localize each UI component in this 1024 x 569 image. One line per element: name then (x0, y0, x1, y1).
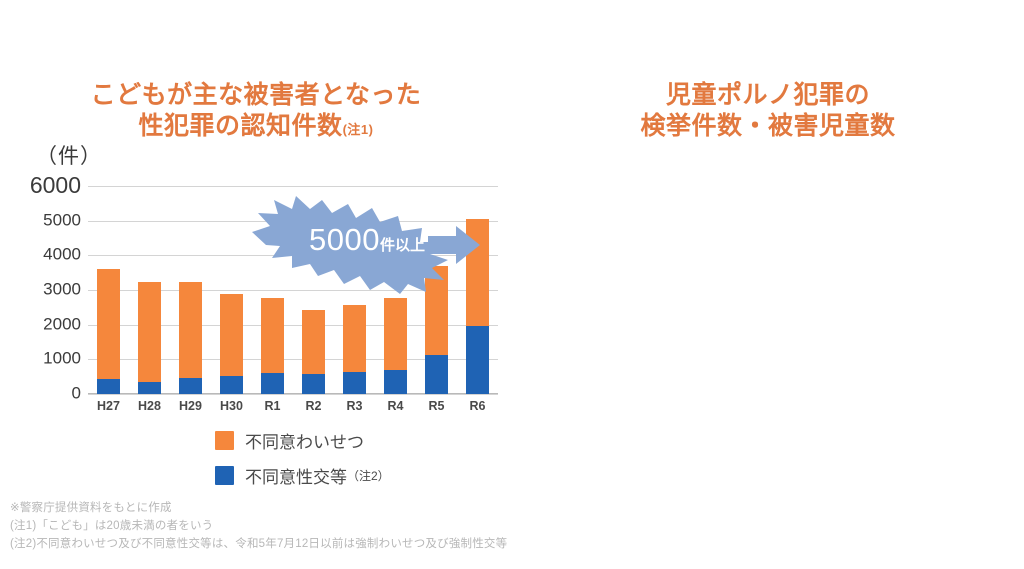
left-plot-area: 0 1000 2000 3000 4000 5000 6000 H27 H28 H29 H30 R1 R… (30, 172, 498, 413)
x-axis-tick-label: R5 (428, 399, 445, 413)
right-title-line-1: 児童ポルノ犯罪の (665, 81, 870, 109)
bar-segment-intercourse (425, 355, 448, 394)
legend-label-forcible-intercourse: 不同意性交等 (245, 468, 347, 487)
gridline (88, 324, 498, 326)
bar-column[interactable] (261, 297, 284, 394)
left-title-line-1: こどもが主な被害者となった (90, 81, 422, 109)
bar-segment-intercourse (97, 379, 120, 394)
bar-segment-indecency (343, 305, 366, 373)
x-axis-tick-label: H27 (97, 399, 120, 413)
bar-column[interactable] (220, 294, 243, 394)
bar-column[interactable] (384, 298, 407, 394)
right-arrow-shape (428, 226, 480, 264)
bar-segment-intercourse (343, 372, 366, 394)
right-title-line-2: 検挙件数・被害児童数 (640, 111, 896, 140)
left-y-axis-unit: （件） (36, 145, 102, 168)
legend-label-forcible-indecency: 不同意わいせつ (245, 433, 364, 452)
legend-item-forcible-intercourse: 不同意性交等 （注2） (215, 463, 390, 488)
bar-segment-indecency (220, 294, 243, 376)
bar-segment-intercourse (466, 326, 489, 394)
bar-segment-indecency (384, 298, 407, 371)
gridline (88, 359, 498, 361)
bar-column[interactable] (138, 281, 161, 394)
bar-segment-intercourse (384, 370, 407, 394)
left-title-footnote-marker: (注1) (342, 121, 374, 137)
right-chart-panel: 児童ポルノ犯罪の 検挙件数・被害児童数 （件） 0500100015002000… (512, 0, 1024, 569)
footnote-1: (注1)「こども」は20歳未満の者をいう (10, 519, 214, 532)
footnotes-block: ※警察庁提供資料をもとに作成 (注1)「こども」は20歳未満の者をいう (注2)… (10, 500, 507, 553)
x-axis-tick-label: H28 (138, 399, 161, 413)
bar-segment-intercourse (261, 372, 284, 394)
bar-segment-indecency (97, 268, 120, 380)
left-chart-panel: こどもが主な被害者となった 性犯罪の認知件数(注1) （件） 0 1000 2000… (0, 80, 512, 498)
gridline (88, 290, 498, 291)
x-axis-tick-label: R3 (346, 399, 363, 413)
legend-item-forcible-indecency: 不同意わいせつ (215, 428, 390, 453)
bar-column[interactable] (97, 268, 120, 394)
left-title-line-2-main: 性犯罪の認知件数 (138, 111, 343, 140)
x-axis-tick-label: R1 (264, 399, 281, 413)
bar-segment-indecency (179, 282, 202, 379)
left-x-axis-line (88, 393, 498, 394)
bar-column[interactable] (302, 309, 325, 394)
left-callout-5000: 5000件以上 (252, 196, 482, 294)
x-axis-tick-label: H29 (179, 399, 202, 413)
legend-swatch-blue-icon (215, 466, 234, 485)
y-axis-tick-label: 3000 (43, 279, 81, 299)
y-axis-tick-label: 4000 (43, 244, 81, 264)
bar-segment-indecency (261, 297, 284, 373)
y-axis-tick-label: 5000 (43, 210, 81, 230)
legend-note-forcible-intercourse: （注2） (347, 469, 390, 483)
left-chart-title: こどもが主な被害者となった 性犯罪の認知件数(注1) (0, 80, 512, 141)
bar-column[interactable] (425, 265, 448, 394)
starburst-shape (252, 196, 448, 294)
x-axis-tick-label: R6 (469, 399, 486, 413)
bar-column[interactable] (343, 305, 366, 394)
gridline (88, 186, 498, 187)
bar-segment-indecency (138, 281, 161, 382)
x-axis-tick-label: R4 (387, 399, 404, 413)
bar-column[interactable] (179, 282, 202, 394)
left-chart-legend: 不同意わいせつ 不同意性交等 （注2） (215, 428, 390, 498)
y-axis-tick-label: 6000 (29, 171, 81, 198)
gridline (88, 394, 498, 395)
y-axis-tick-label: 0 (71, 383, 81, 403)
bar-segment-indecency (302, 309, 325, 375)
x-axis-tick-label: H30 (220, 399, 243, 413)
footnote-source: ※警察庁提供資料をもとに作成 (10, 502, 172, 514)
x-axis-tick-label: R2 (305, 399, 322, 413)
bar-segment-indecency (425, 265, 448, 356)
bar-segment-intercourse (179, 378, 202, 394)
legend-swatch-orange-icon (215, 431, 234, 450)
footnote-2: (注2)不同意わいせつ及び不同意性交等は、令和5年7月12日以前は強制わいせつ及… (10, 537, 508, 550)
bar-segment-intercourse (302, 374, 325, 394)
y-axis-tick-label: 1000 (43, 348, 81, 368)
bar-segment-intercourse (138, 381, 161, 394)
right-chart-title: 児童ポルノ犯罪の 検挙件数・被害児童数 (512, 80, 1024, 141)
left-title-line-2: 性犯罪の認知件数(注1) (0, 111, 512, 142)
y-axis-tick-label: 2000 (43, 314, 81, 334)
bar-segment-intercourse (220, 375, 243, 394)
